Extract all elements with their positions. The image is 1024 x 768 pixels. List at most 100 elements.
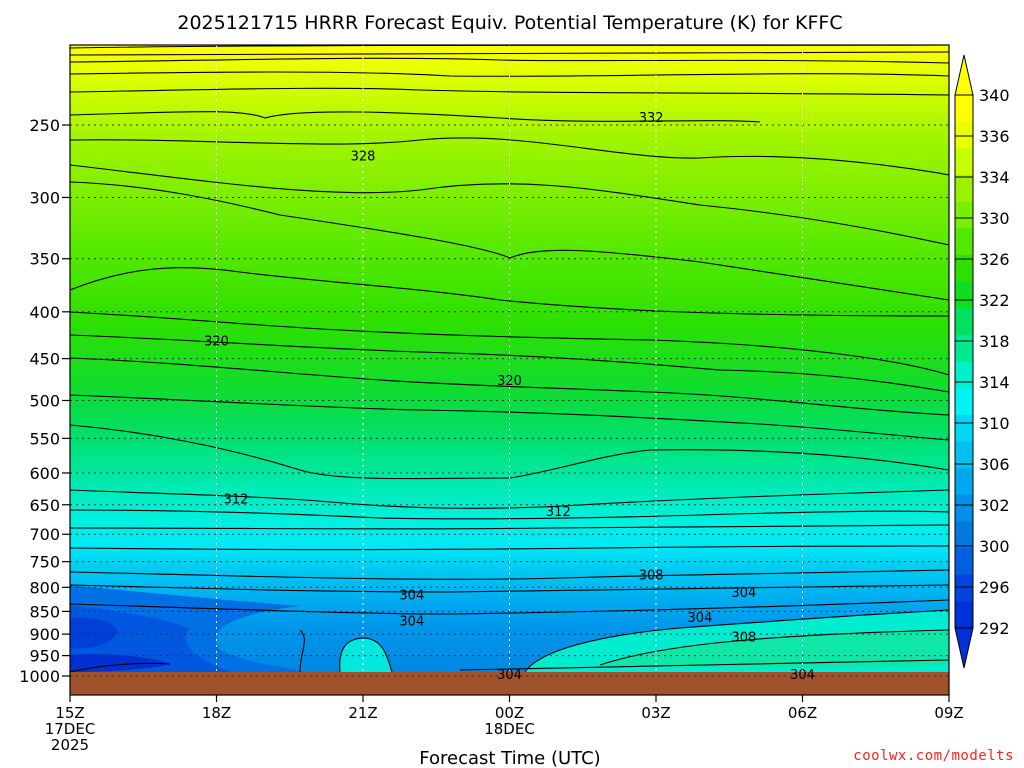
isentrope-line <box>70 509 949 520</box>
isentrope-line <box>70 584 949 593</box>
isentrope-line <box>70 267 949 317</box>
isentrope-line <box>70 181 949 301</box>
y-tick-label: 700 <box>29 525 60 544</box>
y-tick-label: 450 <box>29 350 60 369</box>
x-date-label: 18DEC <box>484 720 535 738</box>
colorbar-swatch <box>955 148 973 176</box>
colorbar-swatch <box>955 228 973 256</box>
contour-value-label: 308 <box>639 569 664 584</box>
contour-value-label: 308 <box>731 630 756 645</box>
colorbar-swatch <box>955 308 973 336</box>
contour-value-label: 328 <box>351 150 376 165</box>
colorbar-swatch <box>955 468 973 496</box>
isentrope-line <box>70 164 949 246</box>
y-tick-label: 250 <box>29 116 60 135</box>
isentrope-line <box>70 311 949 376</box>
x-axis-label: Forecast Time (UTC) <box>419 748 600 768</box>
colorbar-label: 302 <box>979 496 1010 515</box>
x-tick-label: 21Z <box>348 704 377 722</box>
warm-pocket-core <box>600 630 949 668</box>
colorbar-label: 292 <box>979 619 1010 638</box>
y-tick-label: 950 <box>29 647 60 666</box>
colorbar-top-arrow <box>954 54 974 96</box>
colorbar-swatch <box>955 334 973 362</box>
x-tick-label: 15Z <box>55 704 84 722</box>
isentrope-line <box>70 111 761 123</box>
isentrope-line <box>524 609 949 672</box>
y-axis: 250 300 350 400 450 500 550 600 650 700 750 800 850 9… <box>19 116 70 686</box>
colorbar-swatch <box>955 414 973 442</box>
colorbar-label: 334 <box>979 168 1010 187</box>
colorbar-swatch <box>955 574 973 602</box>
contour-value-label: 304 <box>790 668 815 683</box>
colorbar-label: 322 <box>979 291 1010 310</box>
colorbar-swatch <box>955 121 973 149</box>
colorbar-label: 306 <box>979 455 1010 474</box>
x-date-label: 17DEC <box>45 720 96 738</box>
cool-pocket <box>70 617 118 649</box>
colorbar: 340 336 334 330 326 322 318 314 310 306 302 300 296 2… <box>954 54 1010 669</box>
x-date-label: 2025 <box>51 736 89 754</box>
y-tick-label: 600 <box>29 464 60 483</box>
isentrope-line <box>599 629 949 666</box>
y-tick-label: 850 <box>29 602 60 621</box>
colorbar-label: 340 <box>979 86 1010 105</box>
isentrope-line <box>70 137 949 176</box>
colorbar-label: 310 <box>979 414 1010 433</box>
credit-text: coolwx.com/modelts <box>853 748 1014 764</box>
isentrope-line <box>70 524 949 530</box>
plot-area <box>69 44 950 696</box>
x-tick-label: 18Z <box>202 704 231 722</box>
colorbar-swatch <box>955 281 973 309</box>
x-tick-label: 00Z <box>495 704 524 722</box>
contour-value-label: 320 <box>497 374 522 389</box>
contour-value-label: 332 <box>639 111 664 126</box>
colorbar-swatch <box>955 494 973 522</box>
warm-bubble <box>339 638 392 672</box>
contour-value-label: 304 <box>497 668 522 683</box>
isentrope-line <box>70 357 949 416</box>
colorbar-label: 296 <box>979 578 1010 597</box>
isentrope-line <box>70 599 949 615</box>
y-tick-label: 900 <box>29 625 60 644</box>
colorbar-label: 326 <box>979 250 1010 269</box>
isentrope-line <box>459 659 949 671</box>
isentrope-line <box>70 569 949 580</box>
colorbar-swatch <box>955 601 973 629</box>
contour-value-label: 312 <box>546 505 571 520</box>
y-tick-label: 350 <box>29 250 60 269</box>
contour-labels: 332 328 320 320 312 312 308 304 304 304 304 308 304 3… <box>204 111 815 683</box>
x-tick-label: 03Z <box>641 704 670 722</box>
colorbar-swatch <box>955 95 973 123</box>
isentrope-line <box>70 545 949 551</box>
colorbar-label: 336 <box>979 127 1010 146</box>
y-tick-label: 750 <box>29 553 60 572</box>
y-tick-label: 650 <box>29 496 60 515</box>
isentrope-line <box>70 394 949 441</box>
x-tick-label: 06Z <box>788 704 817 722</box>
y-tick-label: 1000 <box>19 667 60 686</box>
colorbar-label: 318 <box>979 332 1010 351</box>
contour-value-label: 304 <box>731 586 756 601</box>
colorbar-swatch <box>955 361 973 389</box>
colorbar-swatch <box>955 521 973 549</box>
contour-value-label: 304 <box>688 611 713 626</box>
isentrope-line <box>70 87 949 96</box>
colorbar-swatch <box>955 388 973 416</box>
y-tick-label: 500 <box>29 392 60 411</box>
x-tick-label: 09Z <box>934 704 963 722</box>
colorbar-swatch <box>955 254 973 283</box>
colorbar-bottom-arrow <box>954 627 974 669</box>
grid-lines <box>70 45 949 677</box>
y-tick-label: 400 <box>29 303 60 322</box>
colorbar-label: 330 <box>979 209 1010 228</box>
colorbar-swatch <box>955 201 973 229</box>
isentrope-line <box>70 57 949 64</box>
y-tick-label: 300 <box>29 188 60 207</box>
colorbar-swatch <box>955 548 973 576</box>
isentrope-line <box>70 71 949 77</box>
colorbar-swatch <box>955 441 973 469</box>
contour-value-label: 304 <box>399 589 424 604</box>
chart-title: 2025121715 HRRR Forecast Equiv. Potentia… <box>177 12 842 34</box>
